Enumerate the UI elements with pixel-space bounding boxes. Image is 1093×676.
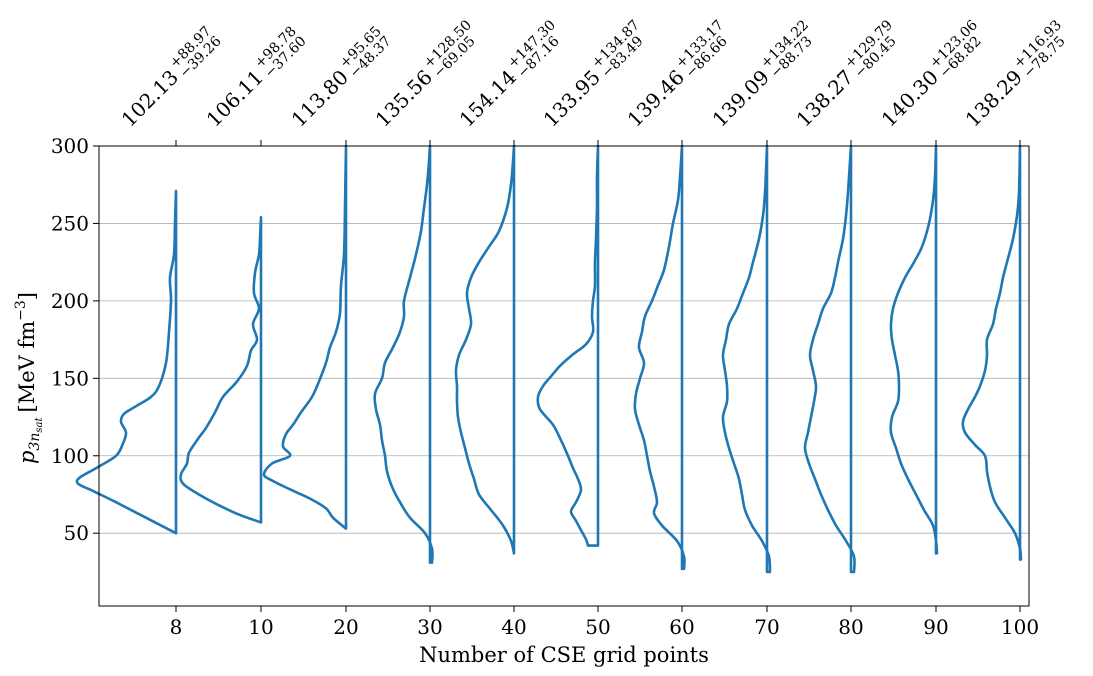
summary-median: 139.09	[708, 65, 774, 131]
violin-series	[75, 144, 1023, 574]
y-tick-label: 200	[51, 289, 89, 313]
violin-50	[536, 144, 600, 547]
x-tick-label: 70	[754, 615, 779, 639]
violin-60	[633, 144, 686, 571]
y-tick-label: 50	[64, 521, 89, 545]
y-axis-label-close: ]	[15, 292, 39, 300]
y-axis-ticks: 50 100 150 200 250 300	[51, 134, 99, 545]
y-axis-label-sub: 3n	[27, 433, 43, 451]
x-tick-label: 40	[501, 615, 526, 639]
top-summary-labels: 102.13+88.97−39.26106.11+98.78−37.60113.…	[117, 17, 1069, 131]
y-tick-label: 300	[51, 134, 89, 158]
summary-median: 135.56	[371, 65, 437, 131]
violin-8	[75, 189, 178, 535]
summary-median: 138.29	[961, 65, 1027, 131]
violin-80	[803, 144, 856, 574]
x-tick-label: 60	[669, 615, 694, 639]
violin-40	[454, 144, 516, 555]
y-axis-label-symbol: p	[15, 451, 39, 464]
summary-median: 106.11	[202, 65, 268, 131]
x-tick-label: 20	[333, 615, 358, 639]
summary-median: 102.13	[117, 65, 183, 131]
violin-20	[262, 144, 348, 530]
y-tick-label: 150	[51, 366, 89, 390]
x-tick-label: 50	[585, 615, 610, 639]
y-tick-label: 100	[51, 444, 89, 468]
y-tick-label: 250	[51, 211, 89, 235]
violin-100	[961, 144, 1023, 561]
summary-label-100: 138.29+116.93−78.75	[961, 17, 1069, 131]
x-tick-label: 30	[417, 615, 442, 639]
y-axis-label-unit-exp: −3	[13, 300, 29, 321]
summary-median: 133.95	[539, 65, 605, 131]
x-axis-ticks: 8 10 20 30 40 50 60 70 80 90 100	[170, 140, 1039, 639]
x-tick-label: 8	[170, 615, 183, 639]
summary-median: 154.14	[455, 65, 521, 131]
summary-median: 138.27	[792, 65, 858, 131]
violin-30	[373, 144, 434, 564]
summary-median: 140.30	[877, 65, 943, 131]
summary-median: 113.80	[287, 65, 353, 131]
y-axis-label: p3nsat [MeV fm−3]	[13, 292, 45, 464]
plot-frame	[98, 145, 1030, 607]
x-tick-label: 80	[838, 615, 863, 639]
summary-median: 139.46	[623, 65, 689, 131]
x-tick-label: 100	[1001, 615, 1039, 639]
y-axis-label-unit: [MeV fm	[15, 321, 39, 413]
x-tick-label: 90	[923, 615, 948, 639]
horizontal-grid	[99, 145, 1029, 534]
violin-70	[721, 144, 772, 574]
violin-10	[179, 215, 263, 524]
x-tick-label: 10	[248, 615, 273, 639]
x-axis-label: Number of CSE grid points	[419, 643, 709, 667]
y-axis-label-subsub: sat	[34, 417, 45, 433]
violin-90	[889, 144, 939, 555]
